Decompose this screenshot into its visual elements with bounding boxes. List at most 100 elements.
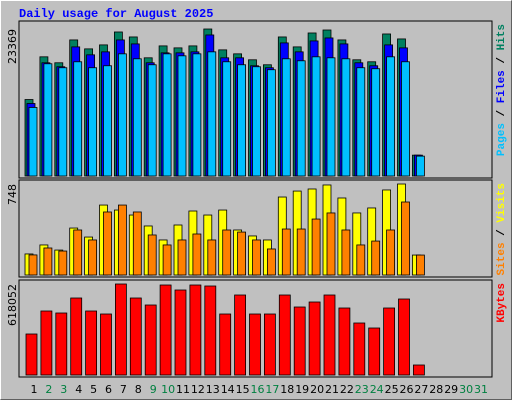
- legend-entry: Sites: [496, 242, 508, 275]
- bar: [326, 57, 336, 177]
- bar: [85, 310, 97, 376]
- legend-entry: Files: [496, 70, 508, 103]
- bar: [353, 322, 366, 376]
- bar: [40, 310, 53, 376]
- legend: Pages / Files / Hits: [496, 24, 508, 156]
- bar: [118, 204, 127, 276]
- x-tick-label: 25: [385, 383, 399, 396]
- bar: [252, 66, 261, 177]
- bar: [207, 239, 217, 276]
- x-tick-label: 6: [105, 383, 112, 396]
- bar: [368, 327, 381, 376]
- bar: [356, 67, 366, 177]
- x-tick-label: 9: [150, 383, 157, 396]
- bar: [147, 64, 157, 177]
- x-tick-label: 2: [45, 383, 52, 396]
- legend: Sites / Visits: [496, 183, 508, 275]
- legend-entry: Hits: [496, 24, 508, 50]
- bar: [70, 297, 83, 376]
- x-tick-label: 3: [60, 383, 67, 396]
- bar: [103, 211, 112, 276]
- legend-separator: /: [496, 50, 508, 70]
- bar: [326, 212, 336, 276]
- x-tick-label: 14: [221, 383, 235, 396]
- bar: [249, 313, 261, 376]
- x-tick-label: 22: [340, 383, 354, 396]
- y-tick-label: 618052: [6, 284, 19, 326]
- bar: [100, 313, 112, 376]
- bar: [311, 218, 321, 276]
- bar: [132, 211, 142, 276]
- bar: [278, 294, 291, 376]
- x-tick-label: 15: [236, 383, 250, 396]
- bar: [401, 61, 410, 177]
- x-tick-label: 23: [355, 383, 369, 396]
- bar: [129, 297, 142, 376]
- bar: [222, 229, 232, 276]
- x-tick-label: 13: [206, 383, 220, 396]
- bar: [132, 58, 142, 177]
- bar: [311, 56, 321, 177]
- x-tick-label: 18: [280, 383, 294, 396]
- bar: [177, 239, 187, 276]
- x-tick-label: 29: [444, 383, 458, 396]
- bar: [58, 250, 68, 276]
- bar: [412, 364, 425, 376]
- bar: [308, 301, 321, 376]
- bar: [189, 284, 202, 376]
- bar: [115, 283, 127, 376]
- bar: [281, 58, 291, 177]
- bar: [192, 53, 202, 177]
- bar: [73, 61, 83, 177]
- x-tick-label: 4: [75, 383, 82, 396]
- bar: [118, 53, 127, 177]
- bar: [293, 306, 306, 376]
- bar: [204, 285, 217, 376]
- bar: [162, 53, 172, 177]
- bar: [415, 254, 425, 276]
- bar: [222, 61, 232, 177]
- bar: [88, 239, 97, 276]
- bar: [174, 289, 187, 376]
- bar: [296, 228, 306, 276]
- bar: [296, 60, 306, 177]
- chart-title: Daily usage for August 2025: [19, 7, 213, 21]
- x-tick-label: 11: [176, 383, 190, 396]
- bar: [338, 307, 351, 376]
- legend-entry: KBytes: [496, 283, 508, 323]
- x-tick-label: 30: [459, 383, 473, 396]
- legend-entry: Visits: [496, 183, 508, 223]
- legend: KBytes: [496, 283, 508, 323]
- x-tick-label: 26: [400, 383, 414, 396]
- bar: [341, 58, 351, 177]
- bar: [234, 294, 247, 376]
- x-tick-label: 1: [31, 383, 38, 396]
- bar: [371, 68, 381, 177]
- legend-separator: /: [496, 103, 508, 123]
- bar: [147, 234, 157, 276]
- bar: [383, 307, 396, 376]
- x-tick-label: 7: [120, 383, 127, 396]
- bar: [58, 67, 68, 177]
- bar: [415, 155, 425, 177]
- x-tick-label: 31: [474, 383, 488, 396]
- x-tick-label: 28: [429, 383, 443, 396]
- bar: [266, 69, 276, 177]
- bar: [341, 229, 351, 276]
- bar: [219, 313, 232, 376]
- x-tick-label: 20: [310, 383, 324, 396]
- bar: [177, 55, 187, 177]
- bar: [192, 233, 202, 276]
- bar: [263, 313, 276, 376]
- x-tick-label: 12: [191, 383, 205, 396]
- bar: [25, 333, 38, 376]
- bar: [356, 244, 366, 276]
- bar: [266, 248, 276, 276]
- bar: [28, 107, 38, 177]
- bar: [88, 67, 97, 177]
- bar: [237, 64, 247, 177]
- legend-separator: /: [496, 223, 508, 243]
- bar: [103, 65, 112, 177]
